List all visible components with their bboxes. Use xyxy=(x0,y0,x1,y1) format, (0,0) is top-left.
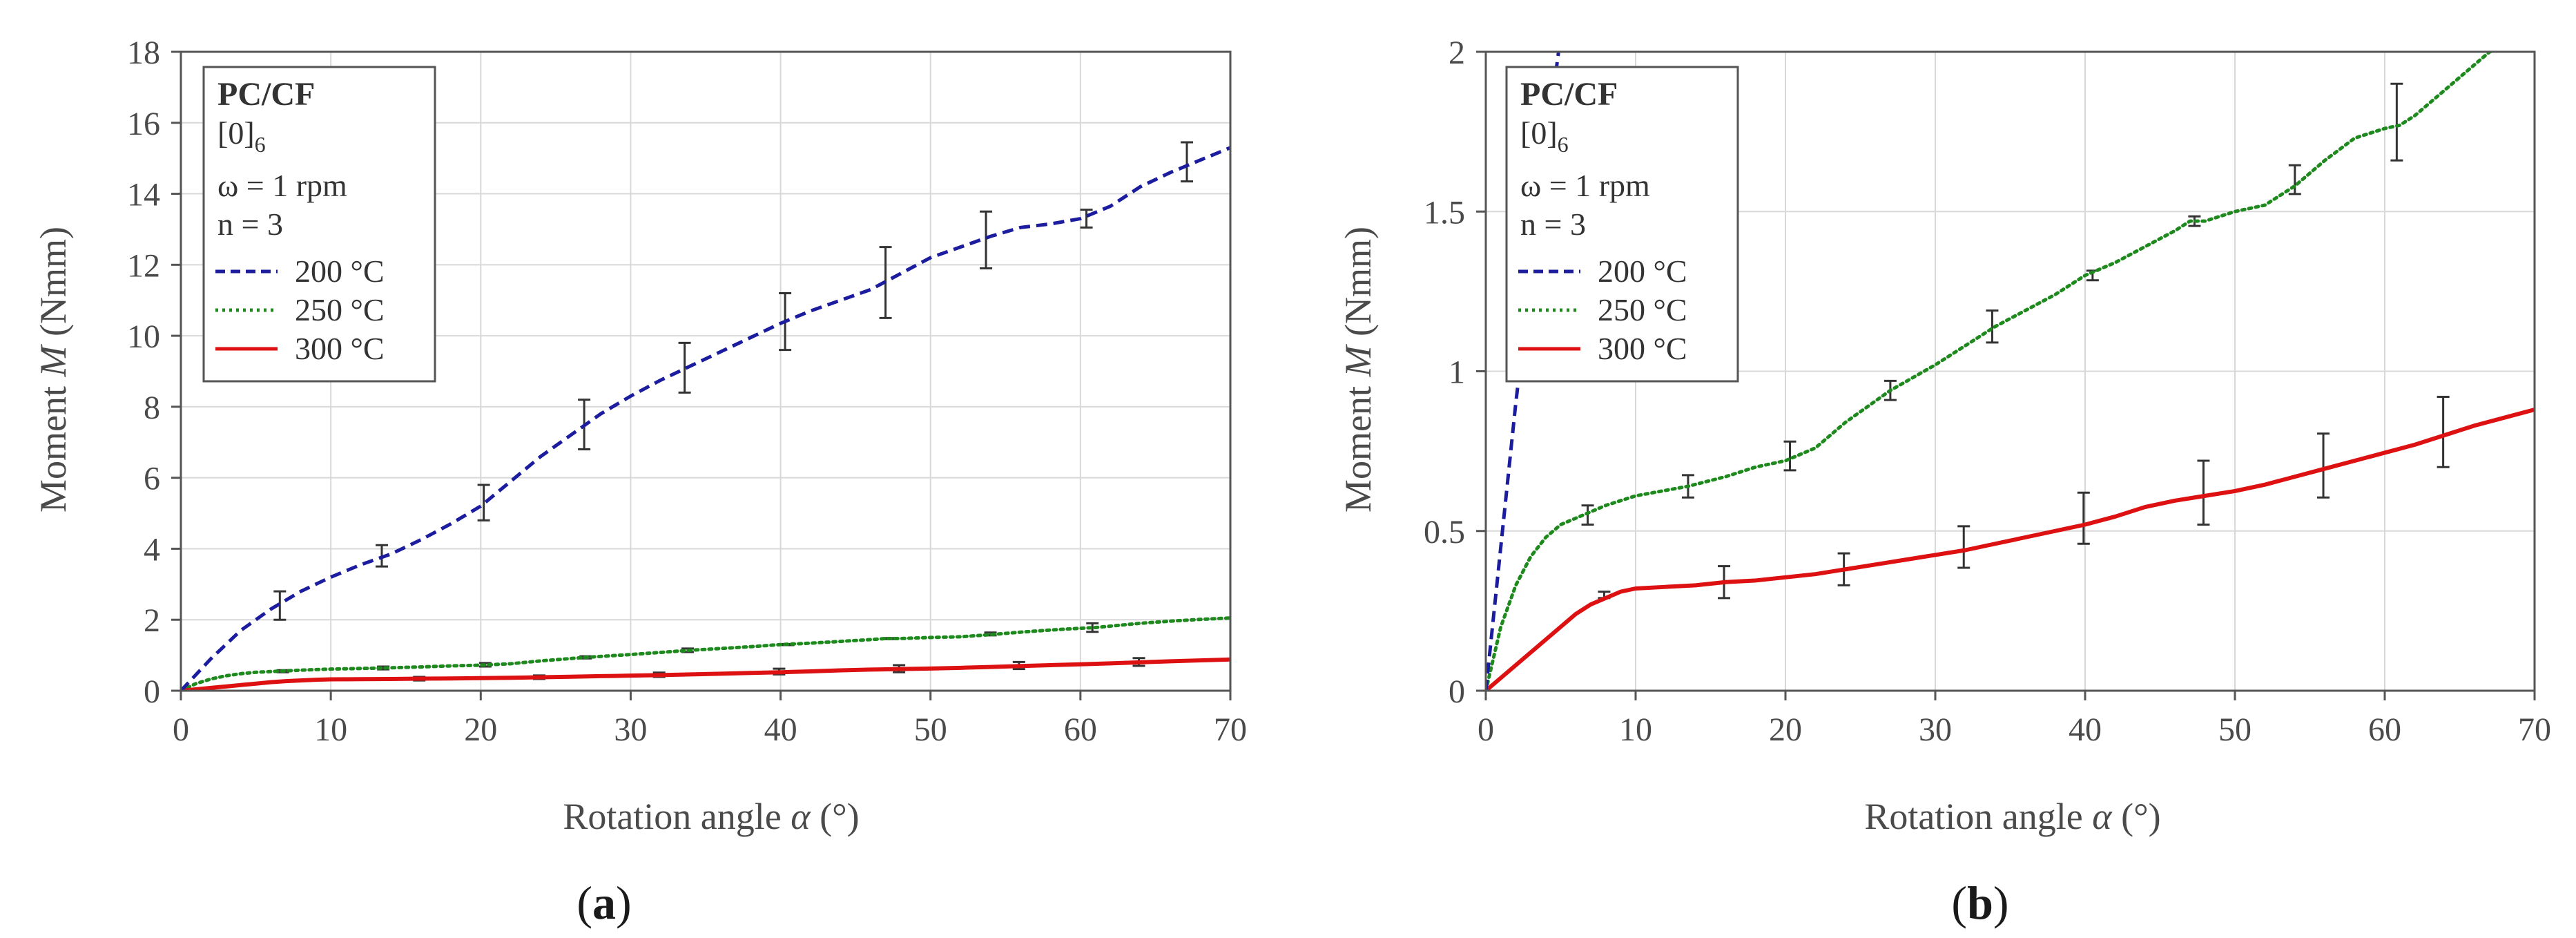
panel-a-x-tick-label-1: 10 xyxy=(314,711,347,748)
panel-b-legend-samples: n = 3 xyxy=(1520,207,1586,242)
panel-a-legend-label-250: 250 °C xyxy=(295,292,385,327)
panel-b-errorbar-300-3 xyxy=(1957,525,1970,569)
panel-b-y-tick-label-4: 2 xyxy=(1449,35,1465,71)
panel-b-errorbar-300-4 xyxy=(2077,491,2090,545)
panel-b-caption: (b) xyxy=(1951,877,2008,929)
panel-b-y-tick-label-3: 1.5 xyxy=(1424,194,1465,231)
panel-b-x-tick-label-1: 10 xyxy=(1619,711,1652,748)
panel-a-x-tick-label-2: 20 xyxy=(464,711,497,748)
panel-b-x-tick-label-6: 60 xyxy=(2368,711,2401,748)
panel-a-legend-speed: ω = 1 rpm xyxy=(217,168,347,203)
panel-b-x-axis-label: Rotation angle α (°) xyxy=(1864,796,2160,837)
panel-b-x-tick-label-0: 0 xyxy=(1478,711,1494,748)
panel-a-caption: (a) xyxy=(577,877,631,929)
panel-a-legend-box xyxy=(202,66,436,383)
panel-b-legend-label-200: 200 °C xyxy=(1598,253,1687,289)
panel-b-legend-label-300: 300 °C xyxy=(1598,331,1687,366)
panel-a-legend-samples: n = 3 xyxy=(217,207,283,242)
panel-a-series-line-200 xyxy=(181,146,1230,691)
panel-a-legend-label-300: 300 °C xyxy=(295,331,385,366)
panel-b-errorbar-300-7 xyxy=(2437,396,2450,468)
panel-b-legend-speed: ω = 1 rpm xyxy=(1520,168,1650,203)
panel-a-plot-frame xyxy=(180,50,1232,692)
panel-a-x-axis-label: Rotation angle α (°) xyxy=(563,796,859,837)
panel-a-x-tick-label-0: 0 xyxy=(173,711,189,748)
panel-a-series-layer xyxy=(181,141,1230,691)
panel-b-legend-title: PC/CF xyxy=(1520,76,1618,113)
panel-a-y-tick-label-7: 14 xyxy=(127,177,160,213)
panel-b-y-tick-label-1: 0.5 xyxy=(1424,514,1465,551)
panel-a-y-tick-label-6: 12 xyxy=(127,247,160,284)
panel-a-x-tick-label-4: 40 xyxy=(764,711,797,748)
panel-a-y-tick-label-5: 10 xyxy=(127,318,160,355)
panel-b-x-tick-label-4: 40 xyxy=(2069,711,2102,748)
panel-b-errorbar-250-7 xyxy=(2288,164,2301,195)
panel-b-series-line-250 xyxy=(1486,52,2498,691)
panel-b-legend-box xyxy=(1505,66,1739,383)
panel-a-x-ticks: 0 10 20 30 40 50 60 70 xyxy=(173,691,1247,748)
panel-a-x-tick-label-5: 50 xyxy=(914,711,947,748)
panel-b-errorbar-250-0 xyxy=(1581,504,1594,526)
panel-a-y-tick-label-0: 0 xyxy=(144,673,160,710)
panel-a-errorbar-200-2 xyxy=(477,484,490,521)
panel-b-x-tick-label-5: 50 xyxy=(2218,711,2251,748)
panel-a-errorbar-200-4 xyxy=(678,341,691,394)
panel-a-y-axis-label: Moment M (Nmm) xyxy=(32,227,74,513)
panel-a-y-tick-label-2: 4 xyxy=(144,531,160,568)
panel-b-errorbar-250-8 xyxy=(2390,82,2403,162)
panel-a-x-tick-label-3: 30 xyxy=(614,711,647,748)
panel-a-y-tick-label-9: 18 xyxy=(127,35,160,71)
panel-b-y-tick-label-2: 1 xyxy=(1449,354,1465,391)
panel-a-y-tick-label-1: 2 xyxy=(144,602,160,639)
panel-b-errorbar-250-4 xyxy=(1986,309,1999,344)
panel-b-y-tick-label-0: 0 xyxy=(1449,673,1465,710)
panel-b-x-tick-label-2: 20 xyxy=(1769,711,1802,748)
panel-a-legend: PC/CF [0]6 ω = 1 rpm n = 3 200 °C 250 °C… xyxy=(202,66,436,383)
panel-b-x-tick-label-7: 70 xyxy=(2518,711,2551,748)
panel-a-y-tick-label-3: 6 xyxy=(144,461,160,497)
panel-b-series-line-300 xyxy=(1486,408,2535,691)
panel-b-legend: PC/CF [0]6 ω = 1 rpm n = 3 200 °C 250 °C… xyxy=(1505,66,1739,383)
panel-b-errorbar-300-5 xyxy=(2197,459,2210,526)
panel-a-x-tick-label-7: 70 xyxy=(1214,711,1247,748)
panel-b-errorbar-300-6 xyxy=(2317,432,2330,499)
panel-b-legend-layup: [0]6 xyxy=(1520,115,1569,157)
panel-b-errorbar-250-2 xyxy=(1783,440,1797,472)
panel-a-series-line-300 xyxy=(181,657,1230,691)
panel-b-legend-label-250: 250 °C xyxy=(1598,292,1687,327)
panel-a-legend-title: PC/CF xyxy=(217,76,315,113)
panel-a-legend-label-200: 200 °C xyxy=(295,253,385,289)
panel-a-errorbar-200-9 xyxy=(1181,141,1194,183)
panel-a-series-line-250 xyxy=(181,616,1230,691)
panel-b-y-axis-label: Moment M (Nmm) xyxy=(1337,227,1379,513)
panel-a-x-tick-label-6: 60 xyxy=(1064,711,1097,748)
panel-a-errorbar-200-7 xyxy=(980,210,993,269)
panel-a-y-ticks: 0 2 4 6 8 10 12 14 16 18 xyxy=(127,35,181,710)
panel-a-errorbar-200-8 xyxy=(1080,209,1093,229)
panel-a-y-tick-label-4: 8 xyxy=(144,390,160,426)
panel-b-chart: 0 10 20 30 40 50 60 70 0 0.5 1 1.5 2 Rotation angle… xyxy=(1337,35,2551,929)
panel-b-y-ticks: 0 0.5 1 1.5 2 xyxy=(1424,35,1486,710)
panel-b-x-ticks: 0 10 20 30 40 50 60 70 xyxy=(1478,691,2551,748)
panel-a-y-tick-label-8: 16 xyxy=(127,106,160,142)
panel-a-legend-layup: [0]6 xyxy=(217,115,266,157)
panel-b-x-tick-label-3: 30 xyxy=(1919,711,1952,748)
